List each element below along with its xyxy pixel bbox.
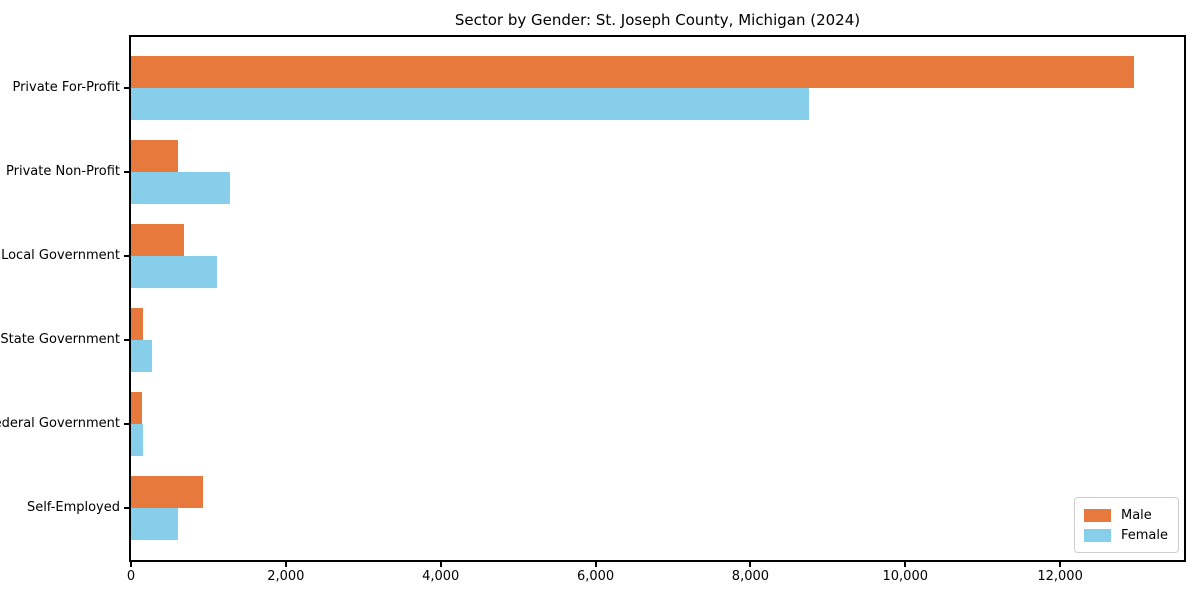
x-tick-mark [594, 562, 597, 567]
y-axis-label-private-for-profit: Private For-Profit [12, 80, 120, 95]
y-tick-mark [124, 87, 129, 89]
y-tick-mark [124, 339, 129, 341]
x-tick-mark [130, 562, 132, 567]
y-axis-label-state-government: State Government [0, 332, 120, 347]
x-tick-mark [1059, 562, 1062, 567]
bar-female-federal-government [131, 424, 143, 456]
y-axis-label-self-employed: Self-Employed [26, 500, 120, 515]
bar-male-federal-government [131, 392, 142, 424]
y-axis-label-federal-government: Federal Government [0, 416, 120, 431]
legend-swatch-male-icon [1083, 508, 1111, 522]
x-tick-mark [749, 562, 752, 567]
x-tick-mark [284, 562, 287, 567]
y-tick-mark [124, 255, 129, 257]
legend-label-female: Female [1120, 527, 1168, 543]
y-axis-label-local-government: Local Government [1, 248, 120, 263]
chart-title: Sector by Gender: St. Joseph County, Mic… [454, 11, 861, 29]
bar-female-self-employed [131, 508, 178, 540]
legend-item-male: Male [1083, 505, 1168, 525]
legend: Male Female [1073, 497, 1179, 553]
bar-female-private-non-profit [131, 172, 231, 204]
bar-male-private-for-profit [131, 56, 1134, 88]
legend-label-male: Male [1120, 507, 1152, 523]
bar-male-private-non-profit [131, 140, 179, 172]
x-axis-label-8000: 8,000 [731, 569, 770, 584]
bar-female-state-government [131, 340, 152, 372]
legend-item-female: Female [1083, 525, 1168, 545]
x-axis-label-10000: 10,000 [882, 569, 929, 584]
x-axis-label-12000: 12,000 [1037, 569, 1083, 584]
x-tick-mark [904, 562, 907, 567]
y-tick-mark [124, 423, 129, 425]
x-tick-mark [439, 562, 442, 567]
y-axis-label-private-non-profit: Private Non-Profit [6, 164, 120, 179]
y-axis-labels: Private For-Profit Private Non-Profit Loca… [0, 0, 129, 600]
plot-area: Male Female [129, 35, 1186, 562]
bars-layer [131, 37, 1184, 560]
bar-male-state-government [131, 308, 144, 340]
bar-male-local-government [131, 224, 184, 256]
bar-female-private-for-profit [131, 88, 809, 120]
bar-male-self-employed [131, 476, 203, 508]
y-tick-mark [124, 507, 129, 509]
y-tick-mark [124, 171, 129, 173]
x-axis-label-2000: 2,000 [267, 569, 305, 584]
legend-swatch-female-icon [1083, 528, 1111, 542]
x-axis-label-4000: 4,000 [422, 569, 460, 584]
bar-female-local-government [131, 256, 217, 288]
x-axis-label-0: 0 [126, 569, 136, 584]
x-axis-label-6000: 6,000 [576, 569, 615, 584]
